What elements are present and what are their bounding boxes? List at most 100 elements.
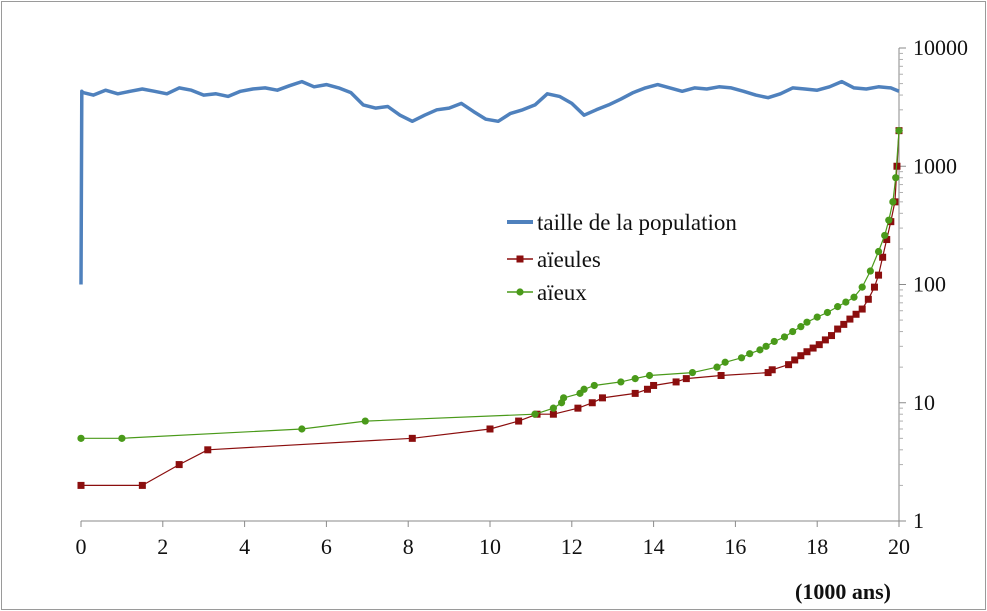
legend-label: aïeules [537, 247, 601, 272]
data-point-aieules [631, 389, 639, 397]
data-point-aieules [821, 336, 829, 344]
data-point-aieux [762, 342, 770, 350]
x-tick-label: 2 [157, 534, 168, 559]
legend: taille de la population aïeules aïeux [507, 210, 737, 305]
data-point-aieux [118, 434, 126, 442]
data-point-aieules [864, 295, 872, 303]
legend-swatch-marker [516, 288, 524, 296]
data-point-aieules [875, 271, 883, 279]
x-tick-label: 20 [888, 534, 910, 559]
data-point-aieules [870, 283, 878, 291]
x-tick-label: 12 [561, 534, 583, 559]
data-point-aieux [858, 283, 866, 291]
series-layer [77, 79, 903, 489]
data-point-aieux [780, 333, 789, 341]
data-point-aieules [815, 341, 823, 349]
data-point-aieux [737, 354, 746, 362]
y-tick-label: 10 [913, 390, 935, 415]
y-tick-label: 1000 [913, 153, 957, 178]
data-point-aieules [650, 381, 658, 389]
data-point-aieux [813, 313, 821, 321]
series-population [79, 79, 900, 285]
data-point-aieules [764, 369, 772, 377]
data-point-aieules [574, 404, 582, 412]
y-tick-label: 1 [913, 508, 924, 533]
data-point-aieules [682, 375, 690, 383]
data-point-aieux [361, 417, 369, 425]
y-tick-label: 10000 [913, 35, 968, 60]
data-point-aieules [486, 425, 494, 433]
data-point-aieules [828, 332, 836, 340]
data-point-aieux [885, 216, 893, 224]
data-point-aieux [889, 198, 897, 206]
data-point-aieules [879, 253, 887, 261]
data-point-aieules [515, 417, 523, 425]
data-point-aieux [834, 303, 842, 311]
data-point-aieules [588, 399, 596, 407]
series-line-population [79, 79, 900, 285]
x-tick-label: 10 [479, 534, 501, 559]
data-point-aieux [850, 293, 858, 301]
legend-label: aïeux [537, 280, 587, 305]
data-point-aieux [590, 381, 598, 390]
x-tick-label: 18 [806, 534, 828, 559]
x-tick-label: 16 [724, 534, 746, 559]
data-point-aieules [77, 481, 85, 489]
data-point-aieules [840, 320, 848, 328]
data-point-aieules [598, 394, 606, 402]
x-tick-label: 4 [239, 534, 250, 559]
data-point-aieux [531, 410, 539, 418]
data-point-aieules [858, 305, 866, 313]
data-point-aieux [645, 371, 654, 380]
data-point-aieux [713, 363, 721, 371]
data-point-aieules [883, 236, 891, 244]
data-point-aieux [580, 385, 588, 393]
x-tick-label: 0 [76, 534, 87, 559]
data-point-aieux [892, 174, 900, 182]
legend-label: taille de la population [537, 210, 737, 235]
data-point-aieux [823, 308, 832, 317]
data-point-aieules [138, 481, 146, 489]
data-point-aieux [770, 337, 778, 346]
data-point-aieules [408, 434, 416, 442]
axes: 0 2 4 6 8 10 12 14 16 18 201 10 100 1000 10000 [76, 35, 969, 559]
data-point-aieux [560, 394, 568, 402]
data-point-aieules [672, 378, 680, 386]
data-point-aieules [768, 366, 776, 374]
series-aieux [77, 127, 903, 442]
x-tick-label: 6 [321, 534, 332, 559]
data-point-aieux [549, 404, 557, 412]
data-point-aieux [789, 327, 797, 336]
data-point-aieules [834, 325, 842, 333]
x-tick-label: 14 [643, 534, 665, 559]
data-point-aieules [204, 446, 212, 454]
data-point-aieules [785, 361, 793, 369]
data-point-aieules [852, 310, 860, 318]
data-point-aieux [77, 434, 85, 442]
data-point-aieules [791, 356, 799, 364]
data-point-aieux [721, 358, 729, 366]
data-point-aieules [803, 348, 811, 356]
data-point-aieules [643, 385, 651, 393]
data-point-aieules [809, 344, 817, 352]
series-line-aieux [81, 130, 900, 439]
legend-swatch-marker [516, 255, 524, 263]
data-point-aieux [881, 231, 889, 240]
data-point-aieux [895, 127, 903, 135]
data-point-aieux [866, 267, 874, 275]
data-point-aieux [797, 323, 805, 331]
data-point-aieules [846, 315, 854, 323]
data-point-aieux [617, 378, 625, 386]
data-point-aieux [746, 350, 754, 358]
data-point-aieux [842, 298, 850, 306]
data-point-aieux [756, 346, 764, 354]
data-point-aieules [797, 352, 805, 360]
x-axis-label: (1000 ans) [795, 579, 891, 604]
data-point-aieules [175, 461, 183, 469]
x-tick-label: 8 [403, 534, 414, 559]
data-point-aieux [631, 375, 639, 383]
data-point-aieux [803, 318, 811, 326]
data-point-aieules [717, 371, 725, 379]
